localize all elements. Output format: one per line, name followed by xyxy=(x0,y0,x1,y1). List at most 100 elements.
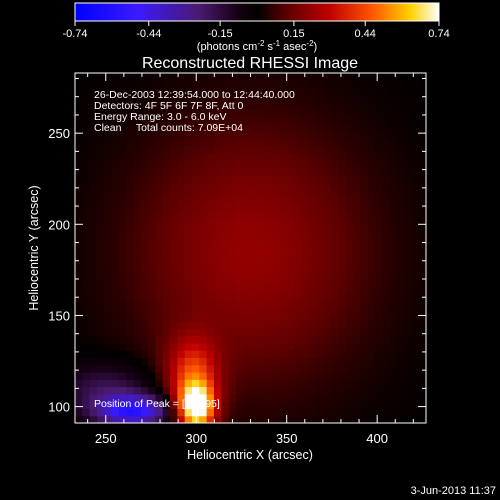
heatmap-cell xyxy=(206,408,215,417)
heatmap-cell xyxy=(279,204,288,213)
heatmap-cell xyxy=(192,167,200,176)
heatmap-cell xyxy=(228,342,237,351)
heatmap-cell xyxy=(418,240,426,249)
heatmap-cell xyxy=(228,291,237,300)
heatmap-cell xyxy=(243,313,252,322)
heatmap-cell xyxy=(294,277,303,286)
heatmap-cell xyxy=(243,299,252,307)
heatmap-cell xyxy=(235,320,244,329)
heatmap-cell xyxy=(360,415,369,423)
heatmap-cell xyxy=(360,284,369,293)
heatmap-cell xyxy=(338,153,347,162)
heatmap-cell xyxy=(287,218,295,227)
heatmap-cell xyxy=(382,175,391,183)
heatmap-cell xyxy=(148,196,157,205)
heatmap-cell xyxy=(389,175,398,183)
heatmap-cell xyxy=(301,328,310,337)
heatmap-cell xyxy=(316,248,325,256)
heatmap-cell xyxy=(287,196,295,205)
heatmap-cell xyxy=(199,196,208,205)
heatmap-cell xyxy=(221,233,230,242)
heatmap-cell xyxy=(199,182,208,191)
heatmap-cell xyxy=(243,182,252,191)
heatmap-cell xyxy=(272,131,281,140)
heatmap-cell xyxy=(279,277,288,286)
heatmap-cell xyxy=(177,218,186,227)
heatmap-cell xyxy=(206,196,215,205)
heatmap-cell xyxy=(221,226,230,235)
heatmap-cell xyxy=(272,335,281,344)
heatmap-cell xyxy=(118,306,127,315)
heatmap-cell xyxy=(309,371,317,380)
heatmap-cell xyxy=(192,160,200,169)
heatmap-cell xyxy=(206,371,215,380)
heatmap-cell xyxy=(309,167,317,176)
heatmap-cell xyxy=(323,284,332,293)
heatmap-cell xyxy=(118,138,127,147)
heatmap-cell xyxy=(213,109,222,118)
heatmap-cell xyxy=(118,320,127,329)
heatmap-cell xyxy=(140,408,149,417)
heatmap-cell xyxy=(404,269,412,278)
heatmap-cell xyxy=(82,204,91,213)
heatmap-cell xyxy=(250,204,259,213)
heatmap-cell xyxy=(170,371,178,380)
heatmap-cell xyxy=(235,94,244,103)
heatmap-cell xyxy=(279,131,288,140)
heatmap-cell xyxy=(345,328,354,337)
heatmap-cell xyxy=(89,80,98,89)
heatmap-cell xyxy=(243,262,252,271)
heatmap-cell xyxy=(360,371,369,380)
heatmap-cell xyxy=(382,73,391,81)
heatmap-cell xyxy=(323,408,332,417)
heatmap-cell xyxy=(170,204,178,213)
heatmap-cell xyxy=(126,189,135,198)
heatmap-cell xyxy=(345,124,354,132)
heatmap-cell xyxy=(140,350,149,358)
heatmap-cell xyxy=(272,401,281,410)
heatmap-cell xyxy=(272,80,281,89)
heatmap-cell xyxy=(360,211,369,220)
heatmap-cell xyxy=(352,277,361,286)
heatmap-cell xyxy=(170,145,178,154)
heatmap-cell xyxy=(140,328,149,337)
heatmap-cell xyxy=(352,233,361,242)
heatmap-cell xyxy=(118,116,127,125)
heatmap-cell xyxy=(133,189,142,198)
heatmap-cell xyxy=(155,415,164,423)
heatmap-cell xyxy=(411,73,420,81)
heatmap-cell xyxy=(294,226,303,235)
heatmap-cell xyxy=(367,371,376,380)
heatmap-cell xyxy=(389,313,398,322)
heatmap-cell xyxy=(126,94,135,103)
heatmap-cell xyxy=(89,204,98,213)
heatmap-cell xyxy=(272,357,281,366)
heatmap-cell xyxy=(352,87,361,96)
heatmap-cell xyxy=(104,357,113,366)
heatmap-cell xyxy=(199,393,208,402)
heatmap-cell xyxy=(155,182,164,191)
heatmap-cell xyxy=(279,138,288,147)
heatmap-cell xyxy=(228,371,237,380)
heatmap-cell xyxy=(118,299,127,307)
heatmap-cell xyxy=(111,124,120,132)
heatmap-cell xyxy=(338,131,347,140)
heatmap-cell xyxy=(396,204,405,213)
heatmap-cell xyxy=(250,299,259,307)
heatmap-cell xyxy=(228,211,237,220)
colorbar-tick-label: -0.15 xyxy=(208,28,233,40)
heatmap-cell xyxy=(96,313,105,322)
heatmap-cell xyxy=(367,393,376,402)
heatmap-cell xyxy=(316,306,325,315)
heatmap-cell xyxy=(309,335,317,344)
heatmap-cell xyxy=(140,335,149,344)
heatmap-cell xyxy=(250,364,259,373)
heatmap-cell xyxy=(140,269,149,278)
heatmap-cell xyxy=(148,189,157,198)
heatmap-cell xyxy=(235,211,244,220)
heatmap-cell xyxy=(177,277,186,286)
heatmap-cell xyxy=(374,328,383,337)
heatmap-cell xyxy=(126,233,135,242)
heatmap-cell xyxy=(82,255,91,264)
heatmap-cell xyxy=(352,182,361,191)
